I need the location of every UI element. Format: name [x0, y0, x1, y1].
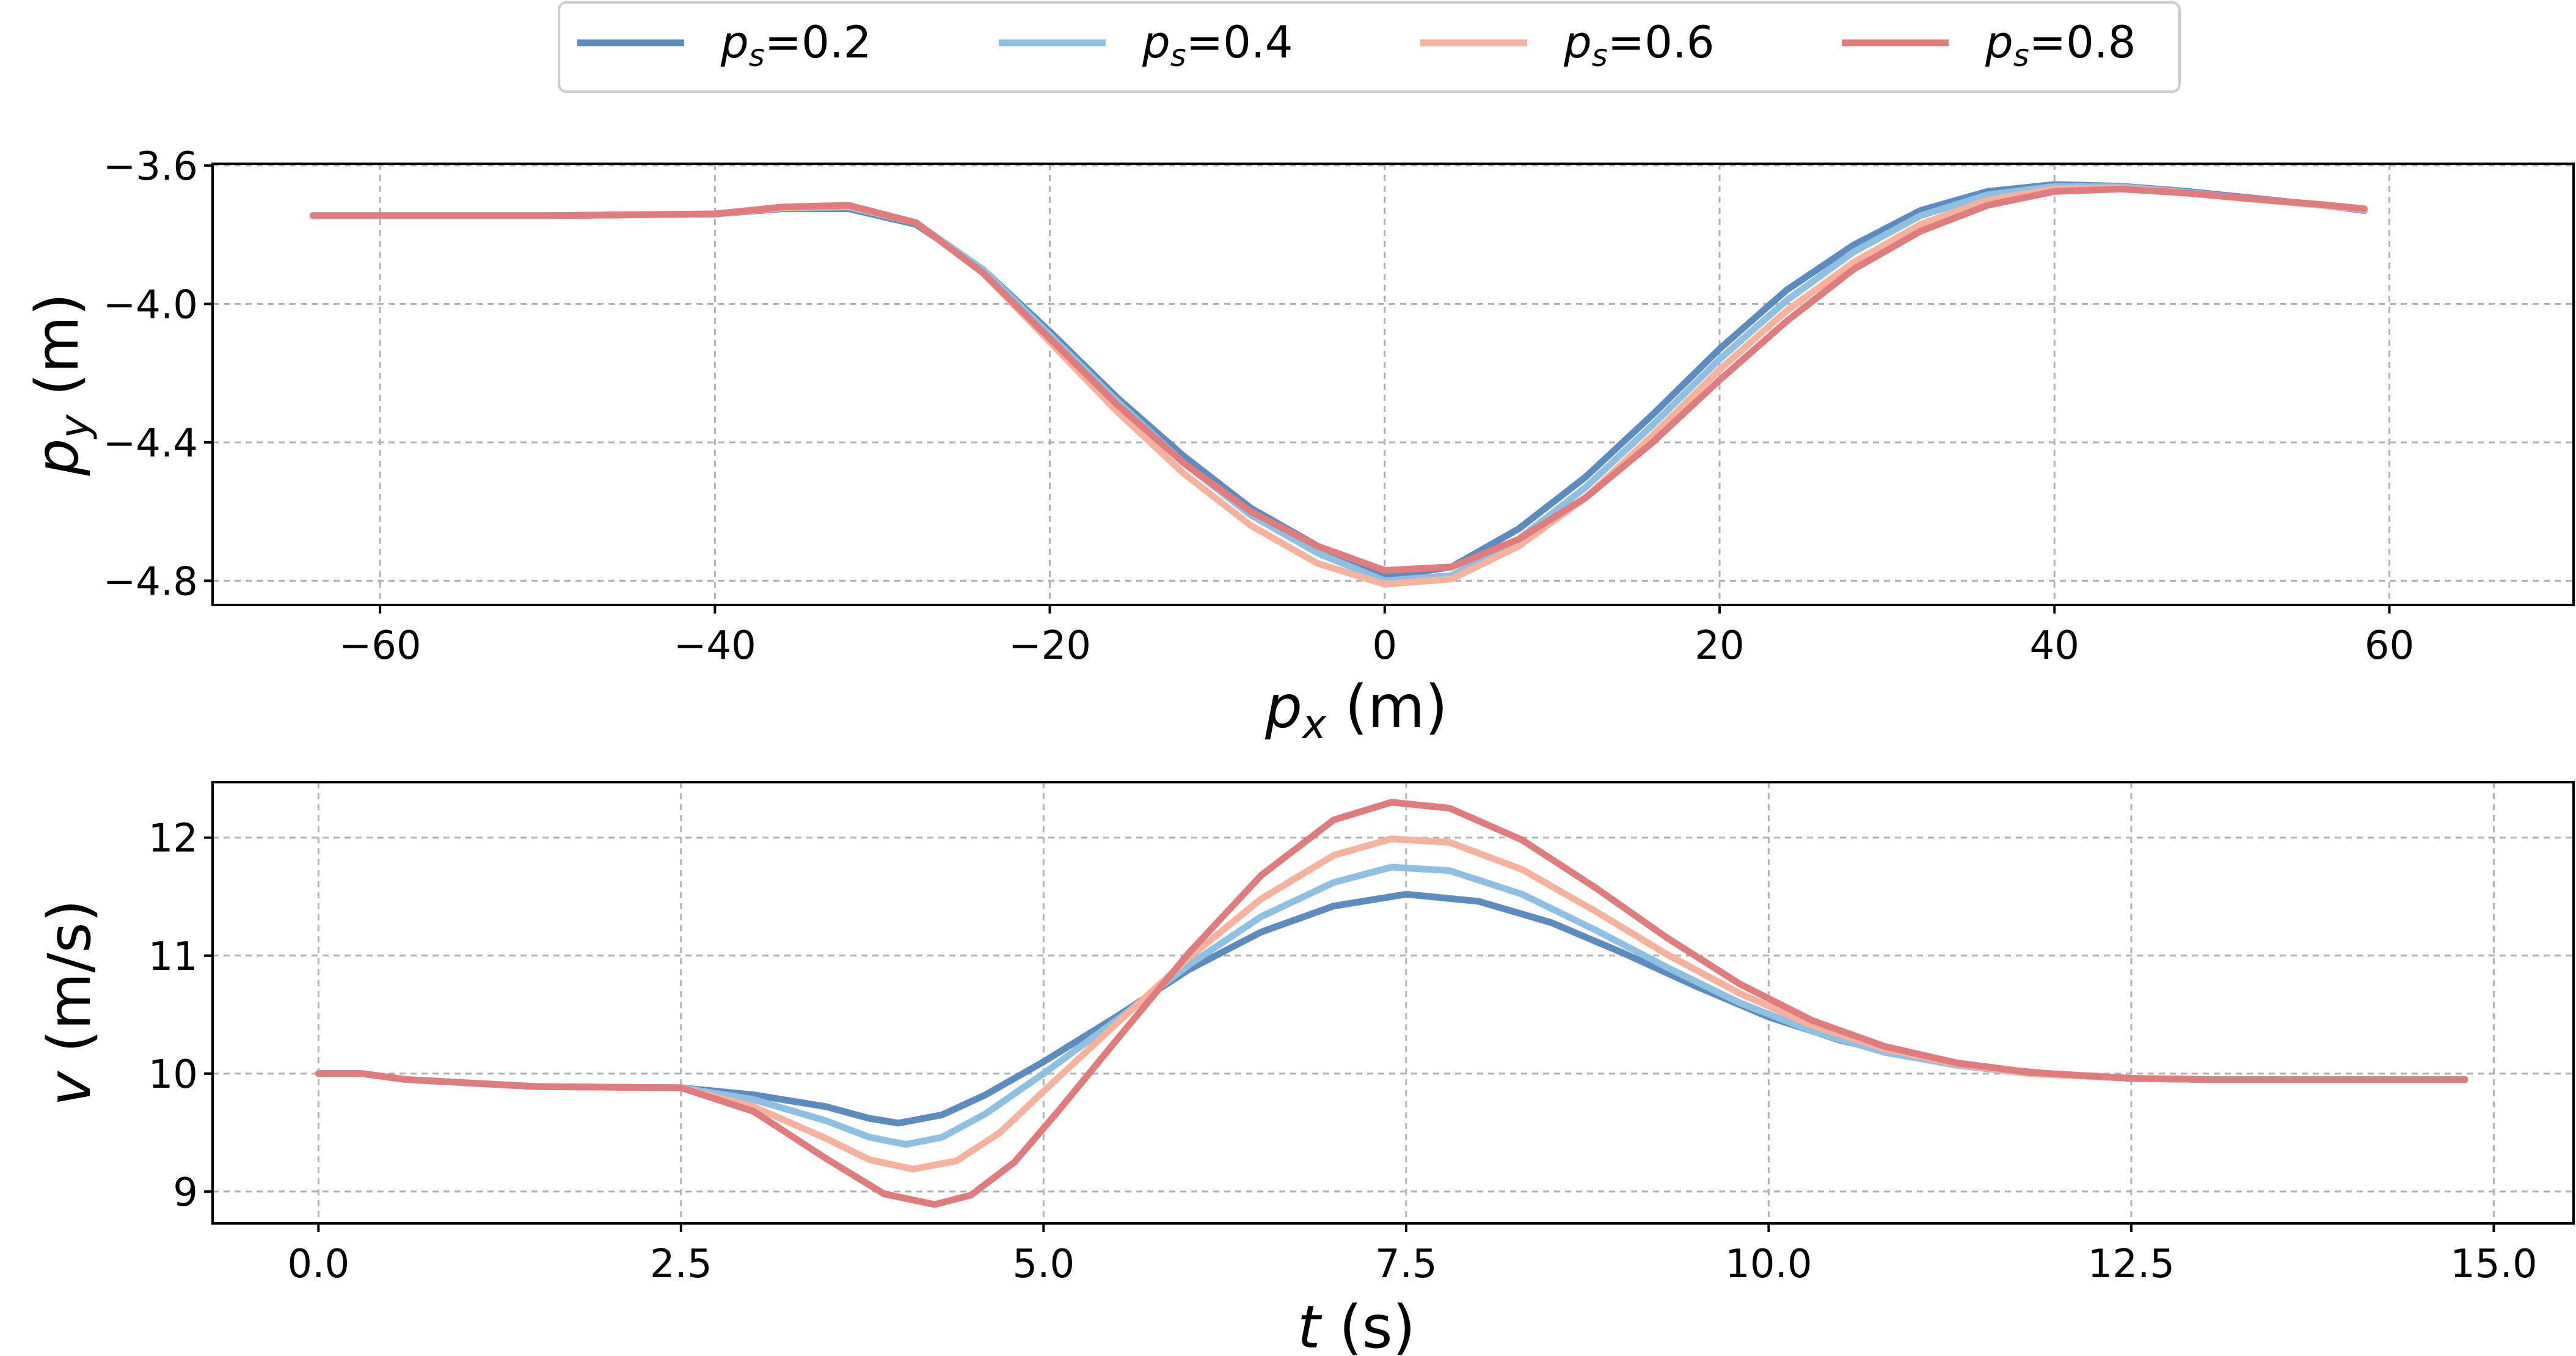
- x-tick-label: 10.0: [1725, 1242, 1812, 1287]
- trajectory-plot: −60 −40 −20 0 20 40 60 −3.6 −4.0 −4.4 −4.8 px (m) py…: [23, 144, 2575, 748]
- series-line-ps-4: [310, 185, 2368, 574]
- y-tick-label: −4.8: [103, 559, 198, 604]
- legend-entry-3: ps=0.6: [1420, 16, 1715, 73]
- x-tick-label: 5.0: [1012, 1242, 1075, 1287]
- legend-entry-2: ps=0.4: [999, 16, 1293, 73]
- x-tick-label: 12.5: [2088, 1242, 2175, 1287]
- series-line-ps-4: [315, 799, 2468, 1208]
- x-tick-label: 0.0: [287, 1242, 349, 1287]
- y-tick-label: 10: [148, 1052, 198, 1098]
- legend-label: ps=0.4: [1142, 16, 1293, 73]
- series-line-ps-3: [315, 835, 2468, 1173]
- y-tick-label: 9: [173, 1170, 198, 1215]
- plot-frame: [211, 163, 2575, 606]
- x-tick-label: 40: [2030, 623, 2079, 669]
- legend-entry-4: ps=0.8: [1842, 16, 2136, 73]
- y-axis-label: py (m): [23, 293, 98, 477]
- series-line-ps-1: [310, 181, 2368, 581]
- x-axis-label: t (s): [1297, 1293, 1415, 1356]
- y-tick-label: −3.6: [103, 144, 198, 189]
- x-tick-label: 2.5: [650, 1242, 712, 1287]
- x-tick-label: 60: [2365, 623, 2414, 669]
- legend-entry-1: ps=0.2: [577, 16, 872, 73]
- legend-label: ps=0.8: [1985, 16, 2136, 73]
- x-tick-label: −20: [1009, 623, 1091, 669]
- x-tick-label: −60: [339, 623, 421, 669]
- legend-label: ps=0.6: [1563, 16, 1715, 73]
- x-tick-label: 0: [1372, 623, 1397, 669]
- y-tick-label: 12: [148, 816, 198, 862]
- y-axis-label: v (m/s): [35, 900, 104, 1106]
- velocity-plot: 0.0 2.5 5.0 7.5 10.0 12.5 15.0 9 10 11 12 t (s) v (m…: [35, 781, 2575, 1356]
- series-line-ps-2: [310, 183, 2368, 584]
- legend: ps=0.2 ps=0.4 ps=0.6 ps=0.8: [558, 1, 2181, 93]
- x-tick-label: −40: [674, 623, 756, 669]
- legend-box: [558, 1, 2181, 93]
- x-tick-label: 15.0: [2450, 1242, 2538, 1287]
- series-line-ps-2: [315, 863, 2468, 1148]
- x-axis-label: px (m): [1264, 673, 1448, 748]
- plot-frame: [211, 781, 2575, 1225]
- legend-label: ps=0.2: [720, 16, 872, 73]
- series-line-ps-3: [310, 185, 2368, 588]
- y-tick-label: −4.4: [103, 421, 198, 466]
- x-tick-label: 20: [1695, 623, 1744, 669]
- y-tick-label: 11: [148, 934, 198, 980]
- x-tick-label: 7.5: [1375, 1242, 1437, 1287]
- y-tick-label: −4.0: [103, 282, 198, 328]
